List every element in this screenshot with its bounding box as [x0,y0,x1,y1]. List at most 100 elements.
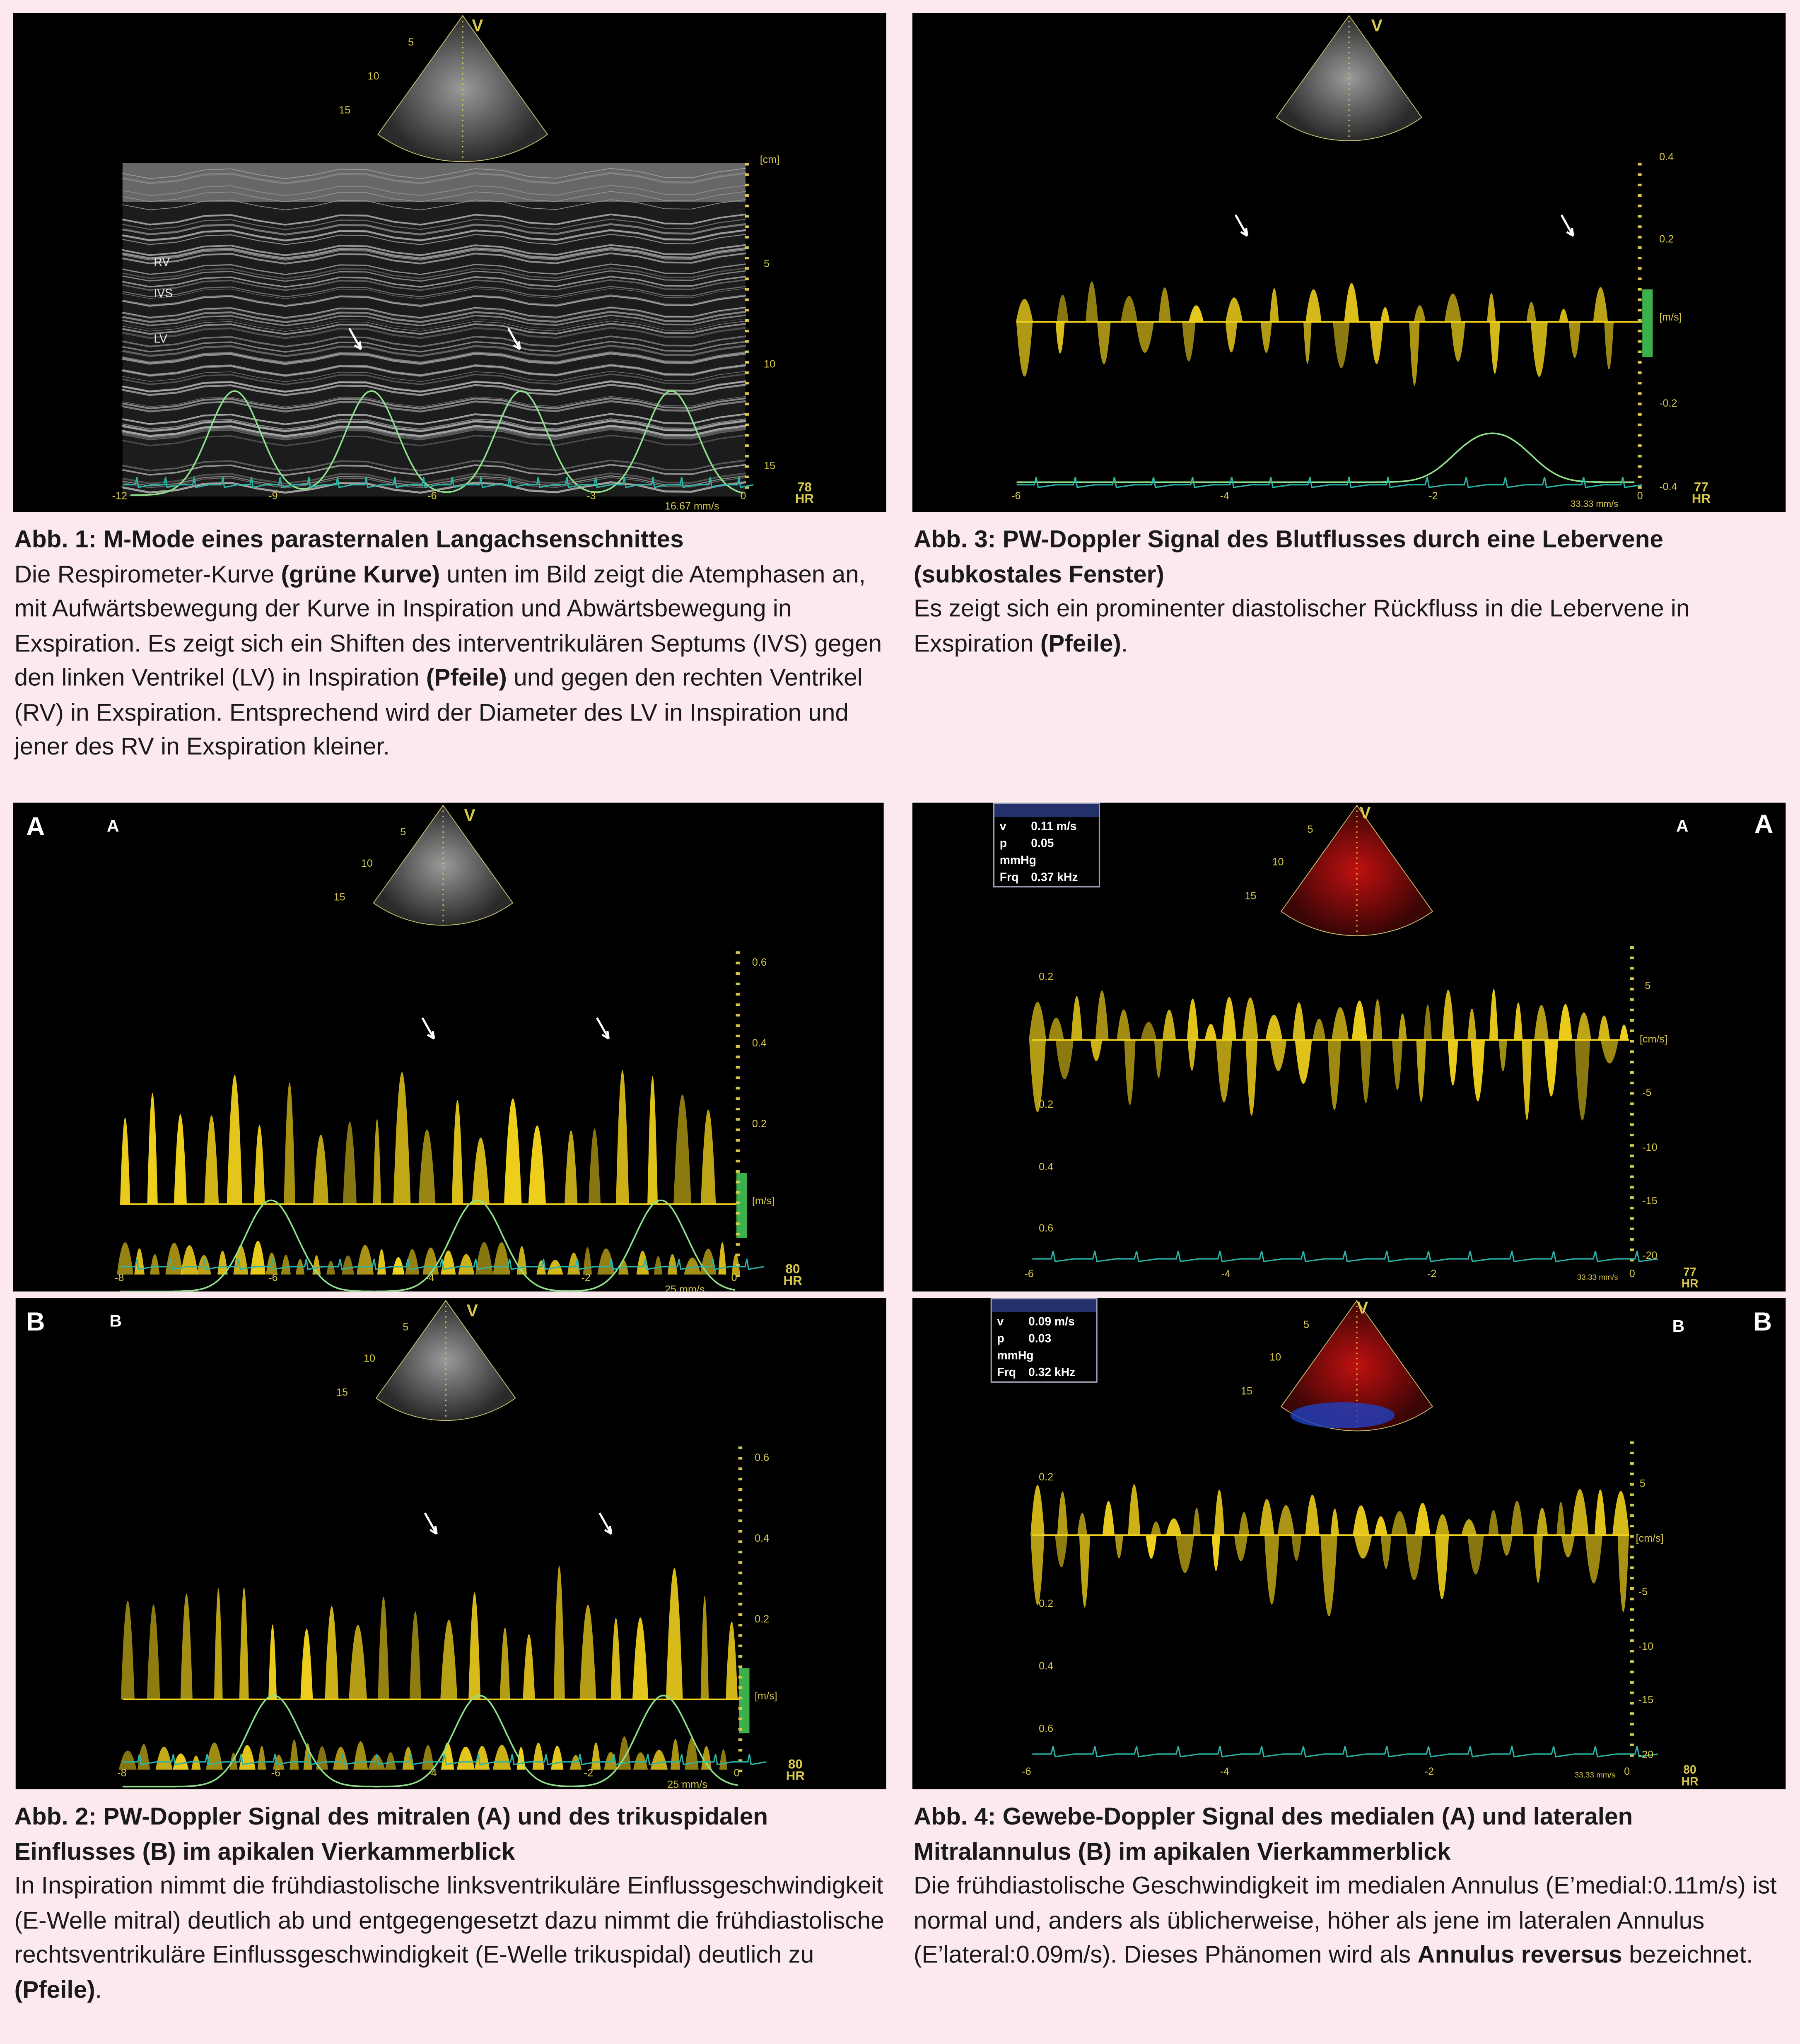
doppler-spike [1489,322,1500,374]
doppler-atrial-band [257,1746,266,1770]
doppler-spike [1086,281,1098,322]
doppler-spike [1305,1494,1320,1535]
mmode-band [121,252,746,265]
caption-bold: (grüne Kurve) [281,559,440,587]
velocity-readout: v 0.09 m/s [997,1314,1091,1331]
axis-tick: 5 [1639,1478,1646,1490]
hr-value: 78 [797,481,812,495]
echo-sector-image [375,1300,516,1421]
mmode-band [122,318,746,330]
mmode-band [122,396,746,407]
doppler-spike [1501,1535,1513,1556]
doppler-atrial-band [567,1252,580,1275]
doppler-spike [1239,1512,1250,1535]
doppler-spike [1444,294,1462,322]
caption-title: Abb. 1: M-Mode eines parasternalen Langa… [14,525,684,553]
doppler-atrial-band [474,1745,490,1770]
doppler-spike [451,1100,463,1204]
time-tick: 0 [734,1767,740,1779]
readout-label: v [999,820,1006,833]
respiration-curve [1016,432,1635,483]
time-tick: 0 [1637,490,1643,502]
doppler-spike [1594,1489,1606,1535]
doppler-spike [647,1076,658,1204]
doppler-atrial-band [250,1241,266,1275]
doppler-spike [553,1566,565,1699]
axis-tick: -0.4 [1659,481,1677,493]
panel-letter: A [1754,810,1773,839]
doppler-spike [349,1625,367,1699]
doppler-atrial-band [281,1255,291,1275]
doppler-spike [1055,1535,1068,1568]
time-tick: -6 [1022,1766,1031,1778]
doppler-spike [1265,1015,1283,1040]
readout-label: p [997,1332,1004,1345]
mmode-band [121,400,746,413]
doppler-spike [1154,1040,1163,1078]
axis-tick: 15 [764,460,776,472]
axis-unit: [m/s] [752,1195,775,1207]
doppler-spike [313,1135,329,1204]
doppler-spike [472,1137,490,1204]
doppler-spike [1536,1508,1548,1535]
mmode-band [121,459,746,472]
doppler-spike [1522,1040,1532,1121]
doppler-spike [1030,1535,1045,1605]
time-tick: 0 [1629,1268,1635,1280]
mmode-band [121,413,746,426]
doppler-spike [1416,1040,1426,1102]
doppler-spike [1234,1535,1248,1562]
axis-unit: [cm/s] [1639,1033,1668,1045]
doppler-spike [1090,1040,1103,1061]
mmode-band [122,341,746,353]
axis-tick: 0.2 [752,1118,767,1130]
doppler-spike [1225,322,1238,353]
doppler-spike [666,1568,683,1699]
doppler-spike [1398,1013,1407,1040]
doppler-spike [1216,1040,1232,1103]
doppler-spike [1327,1040,1341,1110]
panel-letter-small: B [1672,1316,1685,1336]
mmode-band [122,249,746,261]
readout-value: 0.11 m/s [1031,820,1077,833]
depth-label: 15 [333,891,345,903]
axis-unit: [cm] [760,154,780,166]
tdi-graphic [1030,1300,1658,1761]
caption-title: Abb. 4: Gewebe-Doppler Signal des medial… [914,1802,1633,1864]
doppler-atrial-band [456,1746,475,1770]
doppler-atrial-band [326,1261,335,1275]
doppler-atrial-band [492,1745,511,1770]
hr-value: 77 [1694,481,1709,495]
doppler-spike [1612,1491,1629,1535]
doppler-atrial-band [392,1257,405,1275]
doppler-spike [1467,1008,1477,1040]
doppler-atrial-band [475,1242,493,1275]
fig3-hepatic-doppler-image: V 0.4 0.2 [m/s] -0.2 -0.4 -6 -4 -2 0 33.… [912,13,1786,512]
doppler-atrial-band [636,1251,649,1275]
doppler-atrial-band [670,1739,680,1770]
doppler-atrial-band [731,1253,740,1275]
doppler-spike [1277,1505,1295,1535]
doppler-spike [1353,1505,1369,1535]
time-tick: -2 [1427,1268,1437,1280]
doppler-atrial-band [618,1736,631,1770]
depth-label: 5 [403,1321,409,1333]
axis-unit: [m/s] [755,1690,777,1702]
doppler-spike [523,1634,535,1699]
doppler-atrial-band [134,1248,145,1275]
mmode-band [122,321,746,332]
time-tick: -9 [268,490,278,502]
doppler-spike [1435,1535,1449,1600]
doppler-atrial-band [684,1257,701,1275]
doppler-atrial-band [155,1746,173,1770]
doppler-atrial-band [333,1747,349,1770]
doppler-atrial-band [356,1245,374,1275]
mmode-band [121,364,746,376]
time-tick: 0 [1624,1766,1630,1778]
caption-bold: (Pfeile) [426,663,507,691]
time-tick: -3 [586,490,596,502]
doppler-atrial-band [150,1254,160,1275]
axis-tick: -10 [1642,1141,1658,1154]
frequency-readout: Frq 0.32 kHz [997,1364,1091,1381]
doppler-spike [1559,309,1568,322]
